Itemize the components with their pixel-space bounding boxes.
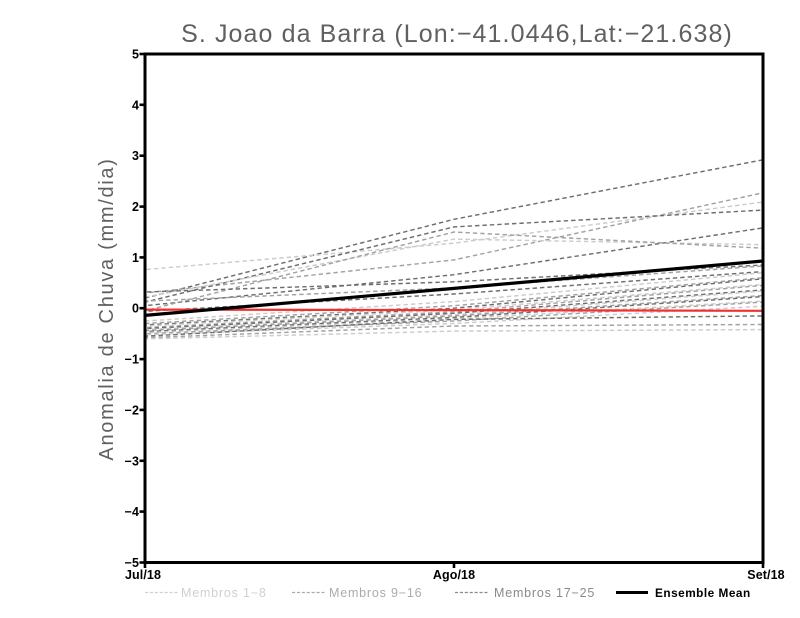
svg-text:−1: −1 [125,353,139,367]
svg-text:Ago/18: Ago/18 [433,568,475,582]
svg-text:Ensemble Mean: Ensemble Mean [655,586,751,600]
svg-text:0: 0 [132,302,139,316]
svg-text:S. Joao da Barra (Lon:−41.0446: S. Joao da Barra (Lon:−41.0446,Lat:−21.6… [181,20,733,48]
svg-text:−3: −3 [125,454,139,468]
svg-text:5: 5 [132,48,139,62]
svg-text:3: 3 [132,149,139,163]
svg-text:2: 2 [132,200,139,214]
svg-text:−5: −5 [125,556,139,570]
svg-text:−2: −2 [125,403,139,417]
svg-text:Set/18: Set/18 [747,568,784,582]
svg-text:Membros 9−16: Membros 9−16 [329,586,422,600]
svg-text:Membros 17−25: Membros 17−25 [494,586,595,600]
svg-text:4: 4 [132,98,139,112]
svg-text:Anomalia de Chuva (mm/dia): Anomalia de Chuva (mm/dia) [96,157,118,460]
svg-text:Jul/18: Jul/18 [125,568,161,582]
svg-text:1: 1 [132,251,139,265]
svg-text:−4: −4 [125,505,139,519]
svg-text:Membros 1−8: Membros 1−8 [181,586,267,600]
